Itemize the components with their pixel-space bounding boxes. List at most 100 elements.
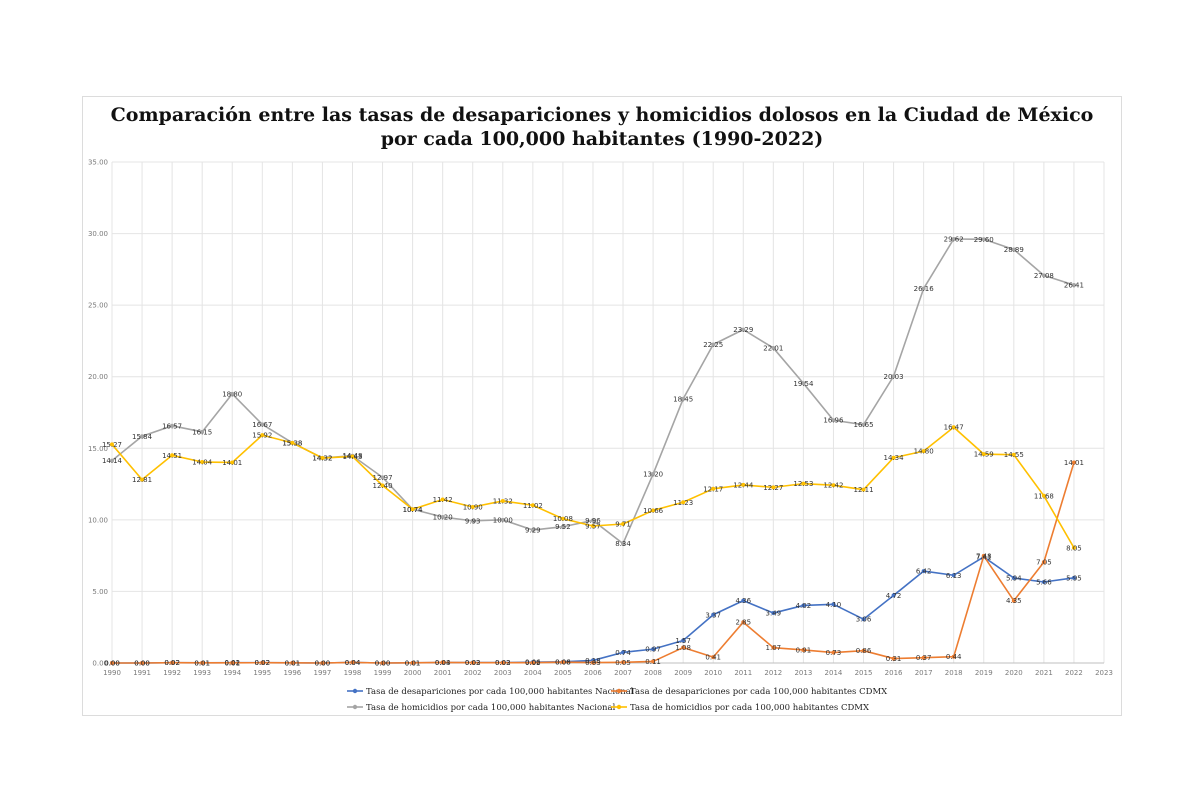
data-label: 5.66: [1036, 578, 1052, 586]
data-label: 0.00: [134, 660, 150, 668]
data-point: [1011, 575, 1016, 580]
data-label: 12.11: [853, 486, 873, 494]
x-tick-label: 2020: [1005, 669, 1023, 677]
data-point: [861, 422, 866, 427]
x-tick-label: 1995: [253, 669, 271, 677]
data-label: 0.73: [826, 649, 842, 657]
x-tick-label: 1997: [314, 669, 332, 677]
data-label: 10.90: [463, 503, 483, 511]
chart-frame: [82, 96, 1122, 716]
data-label: 9.71: [615, 521, 631, 529]
data-point: [470, 518, 475, 523]
data-point: [711, 342, 716, 347]
data-label: 4.35: [1006, 597, 1022, 605]
data-label: 9.93: [465, 517, 481, 525]
data-label: 12.17: [703, 485, 723, 493]
x-tick-label: 2002: [464, 669, 482, 677]
data-point: [1041, 273, 1046, 278]
data-label: 15.38: [282, 439, 302, 447]
data-label: 1.57: [675, 637, 691, 645]
data-point: [831, 483, 836, 488]
data-point: [560, 524, 565, 529]
x-tick-label: 2000: [404, 669, 422, 677]
data-label: 7.41: [976, 553, 992, 561]
data-point: [440, 497, 445, 502]
data-point: [590, 524, 595, 529]
data-label: 11.32: [493, 497, 513, 505]
data-label: 19.54: [793, 380, 814, 388]
data-point: [560, 660, 565, 665]
chart-title-line-2: por cada 100,000 habitantes (1990-2022): [380, 128, 824, 150]
data-point: [590, 660, 595, 665]
data-point: [320, 661, 325, 665]
data-label: 0.02: [224, 659, 240, 667]
data-point: [741, 482, 746, 487]
data-point: [651, 647, 656, 652]
data-point: [290, 660, 295, 665]
data-label: 0.03: [465, 659, 481, 667]
data-label: 12.81: [132, 476, 152, 484]
data-label: 29.62: [944, 236, 964, 244]
data-point: [170, 453, 175, 458]
data-point: [200, 660, 205, 665]
x-tick-label: 2013: [794, 669, 812, 677]
data-point: [200, 429, 205, 434]
x-tick-label: 2010: [704, 669, 722, 677]
x-tick-label: 1990: [103, 669, 121, 677]
data-point: [350, 454, 355, 459]
data-label: 8.05: [1066, 544, 1082, 552]
data-label: 16.15: [192, 428, 212, 436]
data-label: 10.74: [403, 506, 424, 514]
data-label: 12.97: [373, 474, 393, 482]
data-label: 7.48: [976, 552, 992, 560]
data-point: [290, 440, 295, 445]
data-label: 3.06: [856, 616, 872, 624]
data-label: 7.05: [1036, 559, 1052, 567]
data-label: 0.37: [916, 654, 932, 662]
data-point: [771, 611, 776, 616]
data-label: 2.85: [735, 619, 751, 627]
data-label: 11.23: [673, 499, 693, 507]
data-point: [681, 638, 686, 643]
data-label: 4.72: [886, 592, 902, 600]
data-point: [140, 477, 145, 482]
data-point: [741, 620, 746, 625]
data-point: [1041, 560, 1046, 565]
data-point: [621, 650, 626, 655]
legend-label: Tasa de homicidios por cada 100,000 habi…: [630, 703, 870, 713]
data-label: 23.29: [733, 326, 753, 334]
data-label: 0.04: [345, 659, 361, 667]
data-label: 0.00: [375, 660, 391, 668]
data-point: [500, 498, 505, 503]
x-tick-label: 2022: [1065, 669, 1083, 677]
data-point: [981, 452, 986, 457]
data-point: [410, 660, 415, 665]
data-point: [621, 541, 626, 546]
data-label: 0.18: [585, 657, 601, 665]
y-tick-label: 20.00: [88, 373, 108, 381]
x-tick-label: 2004: [524, 669, 542, 677]
data-point: [1071, 575, 1076, 580]
data-label: 14.34: [884, 454, 905, 462]
data-point: [530, 660, 535, 665]
data-point: [741, 598, 746, 603]
data-label: 22.25: [703, 341, 723, 349]
x-tick-label: 1992: [163, 669, 181, 677]
data-label: 4.02: [796, 602, 812, 610]
data-point: [891, 455, 896, 460]
data-label: 14.32: [312, 455, 332, 463]
data-point: [711, 655, 716, 660]
data-label: 0.02: [255, 659, 271, 667]
data-label: 15.92: [252, 432, 272, 440]
x-tick-label: 2019: [975, 669, 993, 677]
data-point: [500, 517, 505, 522]
data-label: 12.40: [373, 482, 393, 490]
data-label: 0.44: [946, 653, 962, 661]
data-label: 0.00: [315, 660, 331, 668]
data-point: [891, 656, 896, 661]
legend-swatch-marker: [352, 704, 358, 710]
x-tick-label: 2005: [554, 669, 572, 677]
data-point: [801, 603, 806, 608]
data-point: [140, 661, 145, 665]
